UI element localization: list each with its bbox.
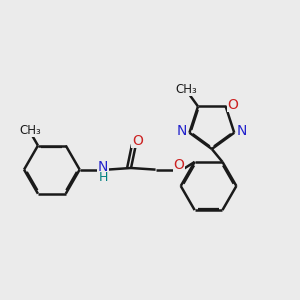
Text: CH₃: CH₃	[19, 124, 41, 137]
Text: O: O	[132, 134, 143, 148]
Text: N: N	[177, 124, 188, 138]
Text: CH₃: CH₃	[176, 83, 197, 96]
Text: O: O	[174, 158, 184, 172]
Text: O: O	[227, 98, 238, 112]
Text: H: H	[98, 171, 108, 184]
Text: N: N	[98, 160, 108, 174]
Text: N: N	[236, 124, 247, 138]
